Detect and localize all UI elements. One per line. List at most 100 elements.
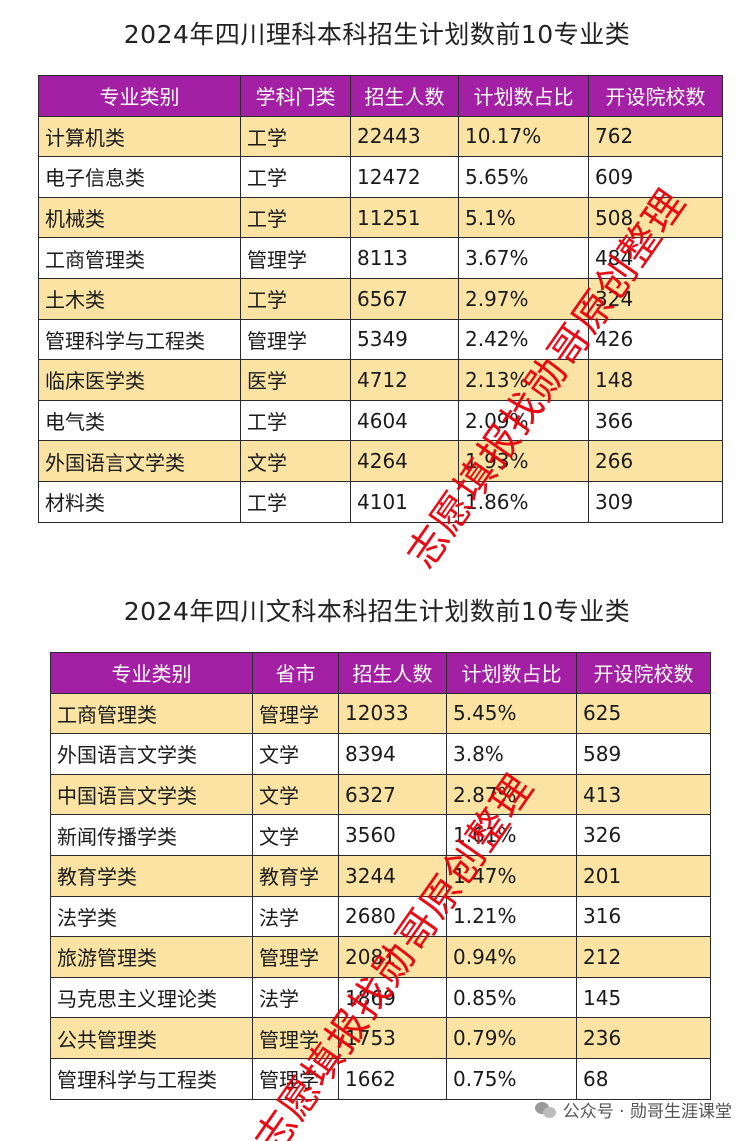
table-cell: 145 [576,976,711,1019]
table-cell: 管理学 [252,1057,339,1100]
table-cell: 2.13% [458,359,589,401]
table-row: 电子信息类 工学 12472 5.65% 609 [38,156,723,198]
table-row: 工商管理类 管理学 8113 3.67% 484 [38,237,723,279]
table-cell: 管理学 [240,318,351,361]
table-cell: 1.47% [446,854,577,897]
table1: 专业类别 学科门类 招生人数 计划数占比 开设院校数 计算机类 工学 22443 10.17%… [38,75,723,523]
column-header: 计划数占比 [458,75,589,117]
table-row: 中国语言文学类 文学 6327 2.87% 413 [50,773,711,816]
table2-body: 工商管理类 管理学 12033 5.45% 625 外国语言文学类 文学 8394 3.8% 58… [50,692,711,1100]
table-cell: 外国语言文学类 [50,733,253,775]
table-cell: 0.94% [446,936,577,978]
table-cell: 22443 [350,115,459,158]
table-cell: 4604 [350,399,459,442]
table2-title: 2024年四川文科本科招生计划数前10专业类 [123,597,631,626]
table-cell: 309 [588,480,723,523]
table-cell: 管理学 [252,692,339,735]
table-cell: 旅游管理类 [50,936,253,978]
table1-body: 计算机类 工学 22443 10.17% 762 电子信息类 工学 12472 5.65% 609… [38,115,723,523]
table1-header-row: 专业类别 学科门类 招生人数 计划数占比 开设院校数 [38,75,723,117]
table-cell: 材料类 [38,480,241,523]
table-cell: 6327 [338,773,447,816]
table-row: 土木类 工学 6567 2.97% 324 [38,277,723,320]
table-cell: 1.86% [458,480,589,523]
table-cell: 管理学 [252,1017,339,1059]
table-cell: 法学类 [50,895,253,938]
footer: 公众号 · 勋哥生涯课堂 [534,1097,732,1122]
table-cell: 土木类 [38,277,241,320]
table-cell: 8113 [350,237,459,279]
table-cell: 589 [576,733,711,775]
column-header: 开设院校数 [588,75,723,117]
table-cell: 2.42% [458,318,589,361]
table-cell: 12033 [338,692,447,735]
table-cell: 管理学 [240,237,351,279]
table-cell: 工商管理类 [50,692,253,735]
table-cell: 文学 [252,814,339,856]
table-cell: 外国语言文学类 [38,440,241,482]
table-row: 外国语言文学类 文学 4264 1.93% 266 [38,440,723,482]
table-cell: 临床医学类 [38,359,241,401]
table-cell: 236 [576,1017,711,1059]
table-cell: 2.87% [446,773,577,816]
table-cell: 8394 [338,733,447,775]
table-cell: 医学 [240,359,351,401]
table-cell: 2680 [338,895,447,938]
table2: 专业类别 省市 招生人数 计划数占比 开设院校数 工商管理类 管理学 12033 5.45% 6… [50,652,711,1100]
table-cell: 文学 [252,773,339,816]
table-cell: 电子信息类 [38,156,241,198]
table-cell: 工学 [240,480,351,523]
table-cell: 324 [588,277,723,320]
table-cell: 法学 [252,976,339,1019]
table-cell: 201 [576,854,711,897]
table-cell: 1869 [338,976,447,1019]
table-cell: 管理科学与工程类 [38,318,241,361]
table-cell: 316 [576,895,711,938]
table-cell: 5.45% [446,692,577,735]
table-cell: 5.65% [458,156,589,198]
table-cell: 工学 [240,115,351,158]
table-cell: 6567 [350,277,459,320]
table-cell: 148 [588,359,723,401]
table-row: 马克思主义理论类 法学 1869 0.85% 145 [50,976,711,1019]
table-cell: 366 [588,399,723,442]
table-cell: 609 [588,156,723,198]
table-cell: 5.1% [458,196,589,239]
table-cell: 2.97% [458,277,589,320]
table-cell: 11251 [350,196,459,239]
table-cell: 0.79% [446,1017,577,1059]
table-row: 法学类 法学 2680 1.21% 316 [50,895,711,938]
column-header: 招生人数 [350,75,459,117]
table-row: 新闻传播学类 文学 3560 1.61% 326 [50,814,711,856]
column-header: 计划数占比 [446,652,577,694]
table-cell: 法学 [252,895,339,938]
table-cell: 文学 [240,440,351,482]
table-row: 管理科学与工程类 管理学 5349 2.42% 426 [38,318,723,361]
column-header: 开设院校数 [576,652,711,694]
table-cell: 326 [576,814,711,856]
table-cell: 管理学 [252,936,339,978]
table-cell: 68 [576,1057,711,1100]
table-row: 临床医学类 医学 4712 2.13% 148 [38,359,723,401]
table-cell: 266 [588,440,723,482]
table-cell: 4712 [350,359,459,401]
table-cell: 计算机类 [38,115,241,158]
table-cell: 1662 [338,1057,447,1100]
table-cell: 工学 [240,277,351,320]
table-cell: 10.17% [458,115,589,158]
table-cell: 3560 [338,814,447,856]
table-cell: 2081 [338,936,447,978]
table-cell: 508 [588,196,723,239]
table1-title: 2024年四川理科本科招生计划数前10专业类 [123,20,631,49]
table-row: 机械类 工学 11251 5.1% 508 [38,196,723,239]
table-cell: 0.85% [446,976,577,1019]
table-cell: 3.8% [446,733,577,775]
table-cell: 工学 [240,156,351,198]
table-row: 材料类 工学 4101 1.86% 309 [38,480,723,523]
table-cell: 3244 [338,854,447,897]
table-cell: 管理科学与工程类 [50,1057,253,1100]
wechat-icon [534,1101,557,1119]
table-cell: 212 [576,936,711,978]
column-header: 学科门类 [240,75,351,117]
table-cell: 机械类 [38,196,241,239]
